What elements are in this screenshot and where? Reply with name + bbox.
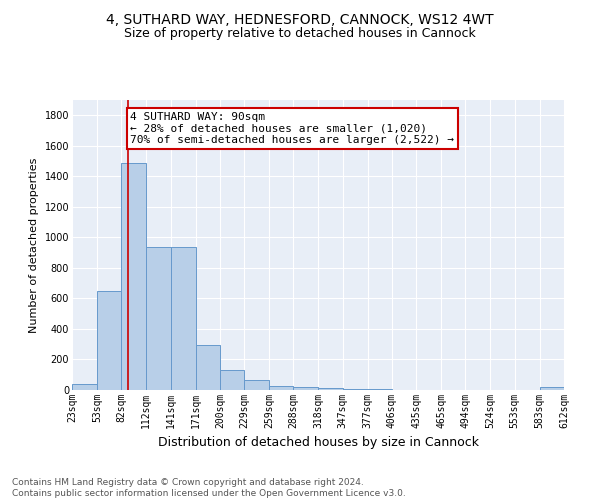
Text: 4, SUTHARD WAY, HEDNESFORD, CANNOCK, WS12 4WT: 4, SUTHARD WAY, HEDNESFORD, CANNOCK, WS1… — [106, 12, 494, 26]
Bar — [146, 248, 170, 390]
Bar — [368, 389, 392, 390]
Bar — [97, 291, 121, 390]
Bar — [121, 164, 146, 390]
Text: Contains HM Land Registry data © Crown copyright and database right 2024.
Contai: Contains HM Land Registry data © Crown c… — [12, 478, 406, 498]
Bar — [72, 384, 97, 390]
Text: Size of property relative to detached houses in Cannock: Size of property relative to detached ho… — [124, 28, 476, 40]
Bar — [244, 380, 269, 390]
Bar — [196, 345, 220, 390]
Bar — [319, 388, 343, 390]
Bar — [540, 387, 564, 390]
Bar — [220, 370, 244, 390]
Bar — [293, 388, 319, 390]
Y-axis label: Number of detached properties: Number of detached properties — [29, 158, 39, 332]
Bar — [343, 389, 368, 390]
X-axis label: Distribution of detached houses by size in Cannock: Distribution of detached houses by size … — [157, 436, 479, 450]
Bar — [170, 248, 196, 390]
Text: 4 SUTHARD WAY: 90sqm
← 28% of detached houses are smaller (1,020)
70% of semi-de: 4 SUTHARD WAY: 90sqm ← 28% of detached h… — [130, 112, 454, 146]
Bar — [269, 386, 293, 390]
